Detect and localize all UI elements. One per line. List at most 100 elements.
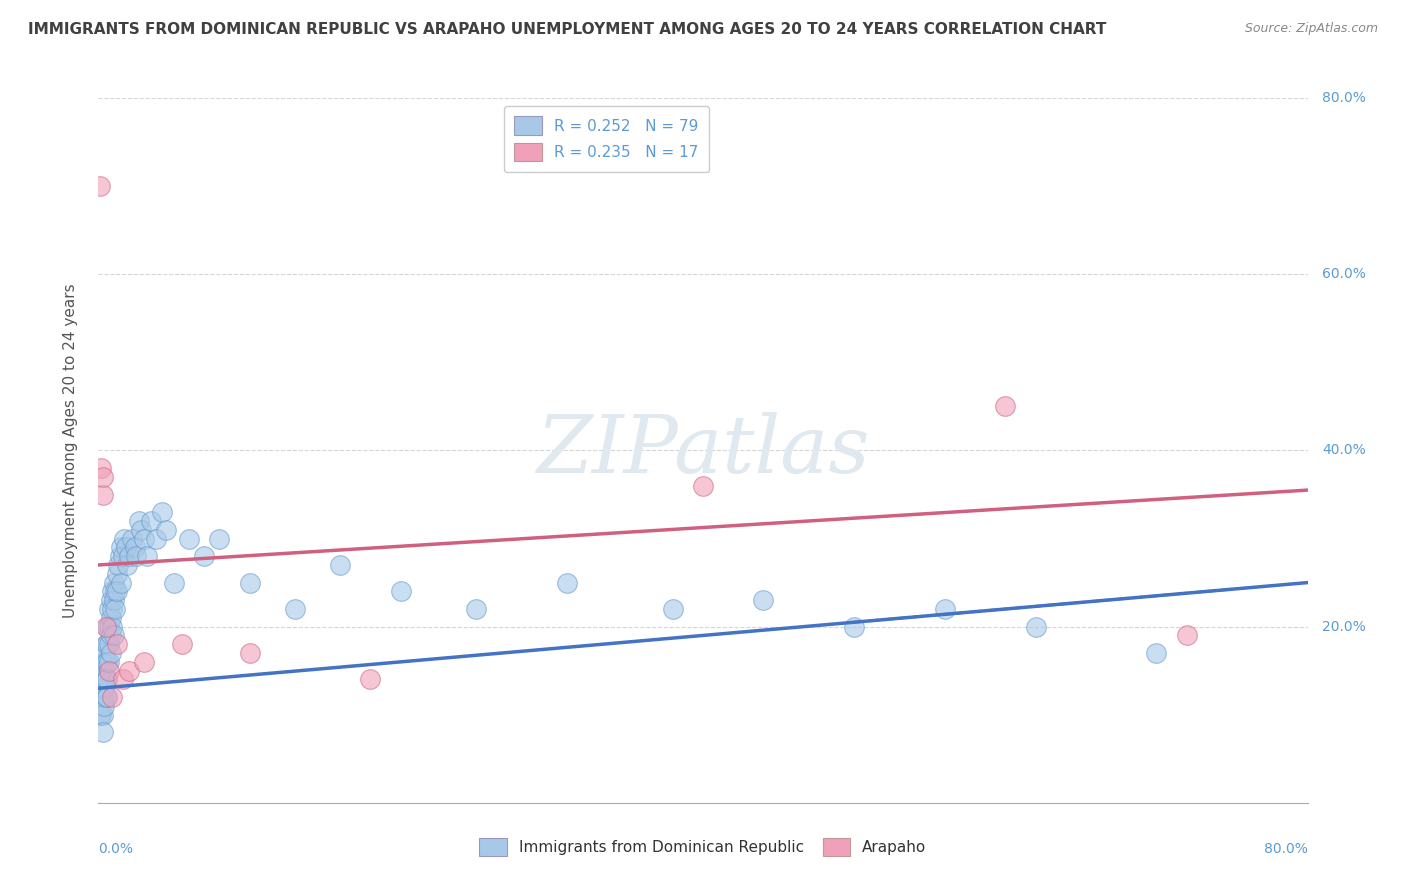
Point (90, 461, 112, 475)
Point (93, 698, 115, 713)
Text: Source: ZipAtlas.com: Source: ZipAtlas.com (1244, 22, 1378, 36)
Point (121, 532, 143, 546)
Point (118, 664, 141, 678)
Point (104, 602, 127, 616)
Point (163, 575, 186, 590)
Text: 20.0%: 20.0% (1322, 620, 1365, 633)
Point (141, 514, 163, 528)
Point (112, 532, 135, 546)
Point (844, 619, 866, 633)
Point (90, 690, 112, 705)
Point (91, 725, 114, 739)
Point (98, 619, 121, 633)
Point (329, 558, 352, 572)
Point (135, 549, 157, 564)
Point (101, 602, 124, 616)
Point (994, 400, 1017, 414)
Point (91, 655, 114, 669)
Point (155, 523, 177, 537)
Text: 0.0%: 0.0% (98, 841, 134, 855)
Point (101, 619, 124, 633)
Point (107, 558, 129, 572)
Point (101, 584, 124, 599)
Point (389, 584, 412, 599)
Point (125, 549, 148, 564)
Point (208, 532, 231, 546)
Point (104, 584, 127, 599)
Point (98, 655, 121, 669)
Point (132, 655, 155, 669)
Point (89, 707, 111, 722)
Point (360, 673, 382, 687)
Point (934, 602, 956, 616)
Legend: Immigrants from Dominican Republic, Arapaho: Immigrants from Dominican Republic, Arap… (470, 829, 936, 865)
Point (90, 664, 112, 678)
Text: 80.0%: 80.0% (1322, 91, 1367, 105)
Point (239, 575, 262, 590)
Point (111, 549, 134, 564)
Point (110, 541, 132, 555)
Point (91, 690, 114, 705)
Point (96, 690, 118, 705)
Point (103, 628, 125, 642)
Point (94, 673, 117, 687)
Point (91, 470, 114, 484)
Point (96, 673, 118, 687)
Point (132, 532, 155, 546)
Point (100, 593, 122, 607)
Point (100, 646, 122, 660)
Point (128, 514, 150, 528)
Point (94, 637, 117, 651)
Point (692, 478, 714, 492)
Point (124, 541, 146, 555)
Point (103, 575, 125, 590)
Point (94, 690, 117, 705)
Text: 80.0%: 80.0% (1264, 841, 1308, 855)
Point (98, 637, 121, 651)
Point (89, 690, 111, 705)
Point (108, 549, 131, 564)
Point (89, 179, 111, 194)
Text: 40.0%: 40.0% (1322, 443, 1365, 458)
Point (114, 541, 136, 555)
Point (93, 646, 115, 660)
Point (110, 575, 132, 590)
Point (89, 673, 111, 687)
Point (90, 707, 112, 722)
Text: IMMIGRANTS FROM DOMINICAN REPUBLIC VS ARAPAHO UNEMPLOYMENT AMONG AGES 20 TO 24 Y: IMMIGRANTS FROM DOMINICAN REPUBLIC VS AR… (28, 22, 1107, 37)
Point (105, 566, 128, 581)
Point (96, 619, 118, 633)
Point (170, 637, 193, 651)
Point (91, 707, 114, 722)
Point (96, 655, 118, 669)
Point (111, 673, 134, 687)
Point (91, 673, 114, 687)
Point (94, 655, 117, 669)
Point (661, 602, 683, 616)
Point (145, 532, 167, 546)
Point (115, 558, 138, 572)
Text: ZIPatlas: ZIPatlas (536, 412, 870, 489)
Point (101, 690, 124, 705)
Point (96, 637, 118, 651)
Point (150, 505, 173, 519)
Point (93, 664, 115, 678)
Point (91, 487, 114, 501)
Point (100, 611, 122, 625)
Point (1175, 628, 1198, 642)
Point (1024, 619, 1046, 633)
Point (193, 549, 215, 564)
Point (179, 532, 201, 546)
Point (98, 602, 121, 616)
Point (90, 681, 112, 696)
Point (98, 664, 121, 678)
Point (118, 549, 141, 564)
Point (555, 575, 578, 590)
Point (100, 628, 122, 642)
Point (103, 593, 125, 607)
Point (284, 602, 307, 616)
Point (93, 681, 115, 696)
Point (752, 593, 775, 607)
Point (105, 637, 128, 651)
Point (465, 602, 488, 616)
